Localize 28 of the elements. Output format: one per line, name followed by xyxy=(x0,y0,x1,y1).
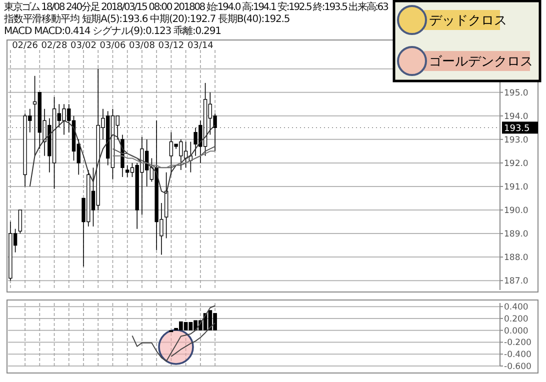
x-tick-label: 02/28 xyxy=(41,41,68,51)
ref-line-label: 193.5 xyxy=(504,124,530,134)
y-tick-label: 190.0 xyxy=(504,206,528,216)
y-tick-label: 192.0 xyxy=(504,158,528,169)
y-tick-label: 188.0 xyxy=(504,253,528,264)
y-tick-label: 195.0 xyxy=(504,88,528,98)
text: デッドクロス xyxy=(429,14,507,29)
y-tick-label: 194.0 xyxy=(504,112,528,122)
y-tick-label: 191.0 xyxy=(504,182,528,192)
y-tick-label: 187.0 xyxy=(504,276,528,287)
y-tick-label: 189.0 xyxy=(504,230,528,240)
chart-subtitle: 指数平滑移動平均 短期A(5):193.6 中期(20):192.7 長期B(40):192.5 xyxy=(3,13,290,25)
y-tick-label: 0.000 xyxy=(504,326,528,336)
x-tick-label: 03/08 xyxy=(128,41,156,51)
x-tick-label: 03/02 xyxy=(70,41,96,51)
y-tick-label: 0.200 xyxy=(504,314,528,324)
x-tick-label: 02/26 xyxy=(12,41,38,51)
x-tick-label: 03/12 xyxy=(158,41,184,51)
text: MACD MACD:0.414 シグナル(9):0.123 乖離:0.291 xyxy=(4,25,222,37)
annotation: ゴールデンクロス xyxy=(429,54,533,70)
y-tick-label: -0.400 xyxy=(504,350,532,360)
x-tick-label: 03/14 xyxy=(187,41,214,51)
y-tick-label: -0.200 xyxy=(504,338,532,348)
y-tick-label: 193.0 xyxy=(504,135,528,146)
y-tick-label: 0.400 xyxy=(504,302,528,313)
y-tick-label: -0.600 xyxy=(504,362,532,372)
chart-title: 東京ゴム 18/08 240分足 2018/03/15 08:00 201808 始:194.0 高:194.1 安:192.5 終:193.5 出来高:63 xyxy=(4,1,388,13)
x-tick-label: 03/06 xyxy=(100,41,126,51)
